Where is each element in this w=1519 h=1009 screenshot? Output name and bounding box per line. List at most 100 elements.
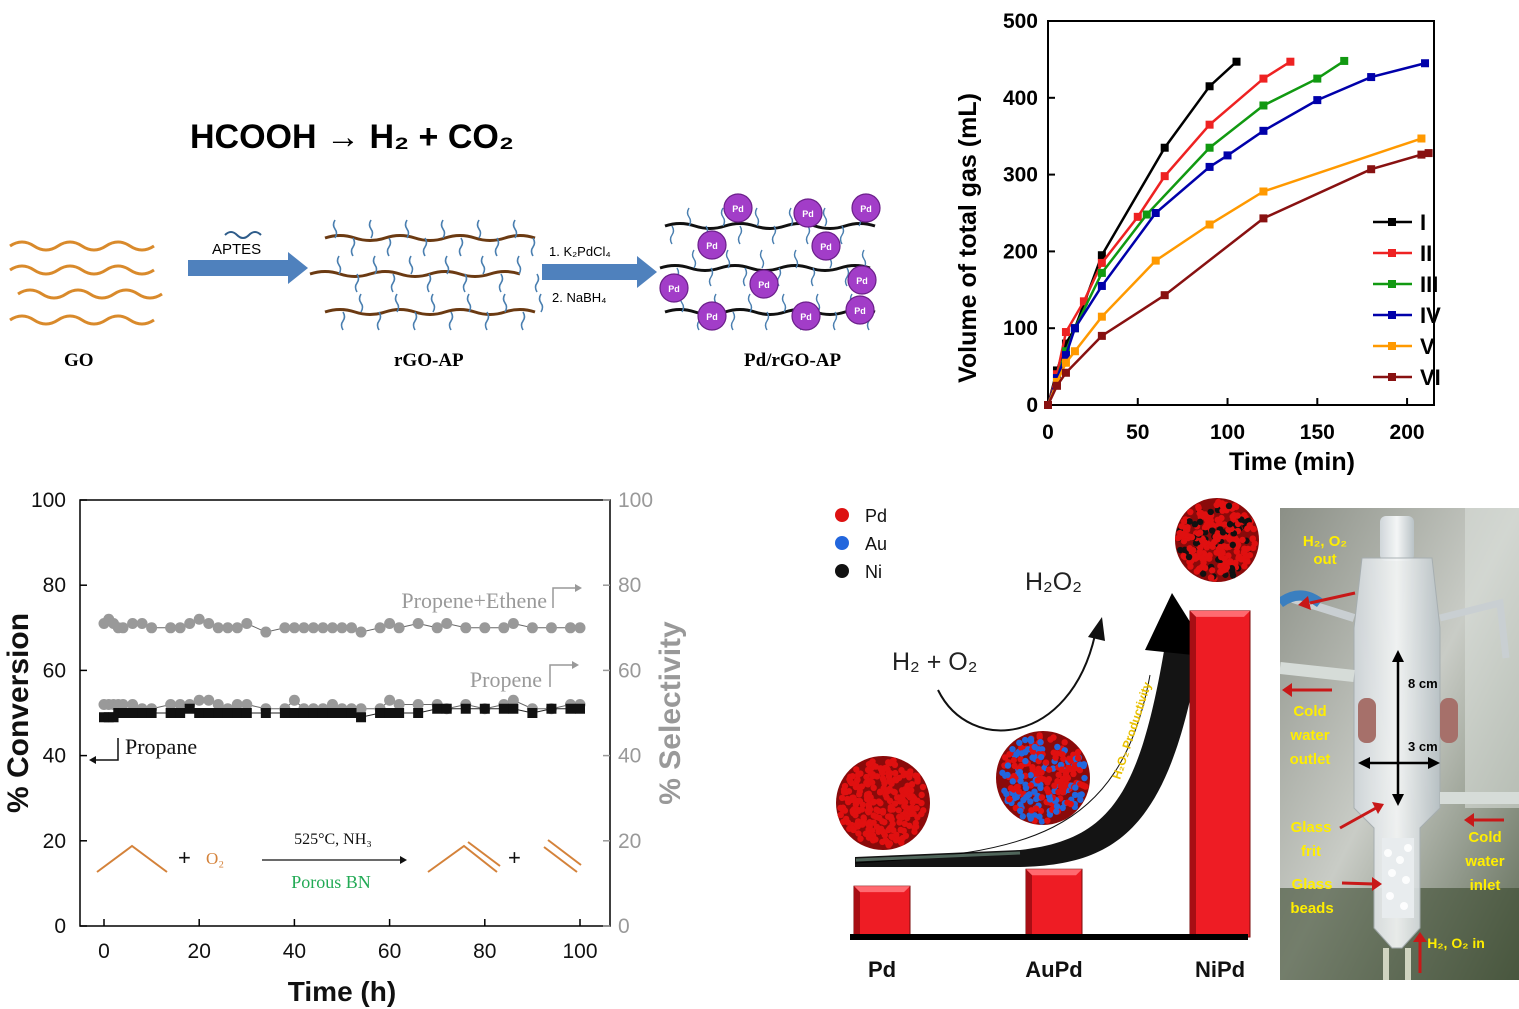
aptes-chain (720, 207, 726, 227)
cluster-atom (1077, 796, 1084, 803)
y2-tick-label: 100 (618, 489, 653, 512)
cluster-atom (1214, 530, 1221, 537)
cluster-atom (1046, 796, 1054, 803)
cluster-atom (1001, 787, 1008, 795)
data-point (1205, 220, 1214, 229)
cluster-atom (907, 810, 915, 818)
data-point-Propene+Ethene (317, 622, 329, 634)
legend-marker (1388, 280, 1396, 288)
bars (853, 610, 1251, 938)
data-point-Propane (137, 708, 148, 718)
cluster-atom (1010, 757, 1017, 764)
data-point-Propene+Ethene (241, 618, 253, 630)
cluster-atom (850, 826, 857, 834)
data-point-Propene (326, 698, 338, 710)
cluster-atom (866, 760, 874, 768)
data-point-Propene (203, 694, 215, 706)
cluster-atom (1038, 818, 1046, 825)
x-tick-label: 40 (283, 940, 306, 963)
cluster-atom (1195, 530, 1202, 537)
cluster-atom (1232, 503, 1240, 511)
pd-particle (793, 198, 823, 228)
bar-bevel (1190, 610, 1250, 617)
data-point (1151, 256, 1160, 265)
pd-particle-label: Pd (668, 284, 680, 294)
cluster-atom (1227, 558, 1234, 565)
cluster-atom (863, 773, 870, 781)
cluster-atom (1010, 772, 1018, 780)
bar-bevel (1026, 869, 1082, 876)
cluster-atom (860, 814, 867, 821)
y-tick-label: 40 (43, 745, 66, 768)
data-point (1070, 347, 1079, 356)
aptes-chain (502, 293, 508, 313)
cluster-atom (1022, 757, 1029, 765)
data-point-Propane (165, 708, 176, 718)
cluster-atom (1208, 567, 1216, 574)
data-point (1367, 73, 1376, 82)
data-point (1417, 134, 1426, 143)
data-point-Propane (127, 708, 138, 718)
cluster-atom (1009, 778, 1016, 785)
legend-marker (1388, 373, 1396, 381)
cluster-atom (891, 800, 899, 807)
aptes-chain (422, 237, 428, 257)
cluster-atom (1034, 777, 1042, 784)
data-point (1097, 312, 1106, 321)
plot-frame (79, 499, 611, 927)
data-point-Propane (346, 708, 357, 718)
cluster-atom (1044, 817, 1051, 824)
aptes-chain (686, 207, 692, 227)
y-tick-label: 0 (1026, 394, 1038, 417)
cluster-atom (1184, 524, 1191, 531)
cluster-atom (901, 803, 908, 810)
data-point-Propene+Ethene (222, 622, 234, 634)
x-tick-label: 60 (378, 940, 401, 963)
cluster-atom (1017, 777, 1024, 785)
cluster-atom (1072, 784, 1079, 791)
cluster-atom (1017, 801, 1024, 808)
cluster-atom (1229, 566, 1236, 573)
cluster-atom (859, 801, 867, 808)
aptes-chain (426, 273, 432, 293)
data-point-Propane (527, 708, 538, 718)
aptes-chain (480, 255, 486, 275)
legend-marker (835, 564, 849, 578)
y2-tick-label: 80 (618, 574, 641, 597)
cluster-atom (880, 776, 887, 784)
cluster-atom (918, 791, 925, 799)
data-point-Propene+Ethene (307, 622, 319, 634)
cluster-atom (1218, 514, 1225, 522)
cluster-atom (1019, 813, 1026, 820)
cluster-atom (1011, 762, 1018, 770)
data-point-Propene (127, 698, 139, 710)
reaction-equation: HCOOH → H₂ + CO₂ (190, 118, 514, 156)
data-point-Propane (394, 708, 405, 718)
cluster-atom (855, 830, 862, 837)
legend-marker (1388, 342, 1396, 350)
cluster-atom (913, 804, 920, 812)
bar-Pd (853, 885, 911, 938)
y-tick-label: 100 (1003, 317, 1038, 340)
data-point-Propene+Ethene (288, 622, 300, 634)
cluster-atom (1037, 807, 1045, 815)
cluster-atom (1241, 545, 1248, 552)
cluster-atom (877, 765, 884, 772)
aptes-chain (512, 219, 518, 239)
cluster-atom (873, 813, 880, 821)
data-point (1079, 297, 1088, 306)
cluster-atom (1023, 793, 1030, 801)
legend-label: Ni (865, 562, 882, 582)
x-axis-title: Time (min) (1229, 448, 1355, 476)
aptes-chain (494, 237, 500, 257)
data-point (1313, 96, 1322, 105)
cluster-atom (1018, 773, 1025, 780)
label-cold-out: Cold water outlet (1289, 703, 1331, 768)
data-point (1160, 291, 1169, 300)
pd-particle-label: Pd (860, 204, 872, 214)
cluster-atom (1180, 518, 1188, 525)
cluster-atom (873, 773, 881, 780)
aptes-chain (476, 219, 482, 239)
cluster-atom (899, 793, 906, 800)
cluster-atom (854, 776, 861, 784)
